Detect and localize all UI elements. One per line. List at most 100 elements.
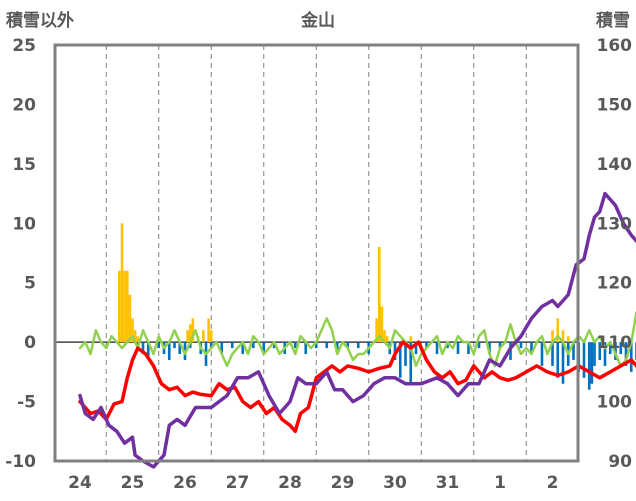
- precipitation-bar: [385, 336, 389, 343]
- snow_change-bar: [519, 342, 523, 349]
- left-tick-label: 15: [12, 155, 36, 175]
- snow_change-bar: [488, 342, 491, 355]
- snow_change-bar: [572, 342, 575, 360]
- x-tick-label: 30: [383, 473, 407, 493]
- snow_change-bar: [272, 342, 276, 349]
- x-tick-label: 24: [68, 473, 92, 493]
- x-tick-label: 26: [173, 473, 197, 493]
- lines-layer: [78, 191, 636, 469]
- snow_change-bar: [167, 342, 171, 360]
- x-tick-label: 29: [331, 473, 355, 493]
- snow_change-bar: [220, 342, 224, 355]
- snow_change-bar: [178, 342, 182, 355]
- snow_change-bar: [582, 342, 586, 378]
- snow_change-bar: [498, 342, 502, 349]
- snow_change-bar: [414, 342, 418, 355]
- x-tick-labels: 24 25 26 27 28 29 30 31 1 2: [68, 473, 558, 493]
- precipitation-bar: [118, 270, 121, 343]
- left-tick-label: 25: [12, 36, 36, 56]
- precipitation-bar: [409, 336, 413, 343]
- snow_change-bar: [530, 342, 533, 355]
- wind-line: [78, 311, 636, 368]
- plot-frame: [53, 43, 580, 463]
- snow_change-bar: [624, 342, 628, 366]
- x-tick-label: 1: [494, 473, 506, 493]
- chart-title: 金山: [300, 10, 335, 31]
- right-tick-label: 90: [608, 452, 632, 472]
- precipitation-bar: [202, 330, 205, 343]
- precipitation-bar: [191, 318, 195, 343]
- snow_change-bar: [314, 342, 318, 349]
- precipitation-bar: [186, 330, 189, 343]
- snow_change-bar: [603, 342, 607, 366]
- precipitation-bar: [375, 318, 378, 343]
- precipitation-bar: [551, 330, 554, 343]
- snow_change-bar: [467, 342, 470, 355]
- right-tick-labels: 160 150 140 130 120 110 100 90: [597, 36, 633, 472]
- x-tick-label: 27: [226, 473, 250, 493]
- right-axis-label: 積雪: [596, 10, 630, 31]
- precipitation-bar: [566, 336, 570, 343]
- precipitation-bar: [128, 294, 132, 343]
- snow_change-bar: [157, 342, 161, 349]
- snow_change-bar: [141, 342, 145, 355]
- precipitation-bar: [380, 306, 384, 343]
- left-tick-labels: 25 20 15 10 5 0 -5 -10: [5, 36, 36, 472]
- right-tick-label: 140: [597, 155, 633, 175]
- right-tick-label: 110: [597, 333, 633, 353]
- precipitation-bar: [188, 324, 192, 343]
- snow_change-bar: [346, 342, 350, 349]
- right-tick-label: 160: [597, 36, 633, 56]
- snow_change-bar: [425, 342, 428, 349]
- right-tick-label: 130: [597, 214, 633, 234]
- right-tick-label: 150: [597, 95, 633, 115]
- snow_change-bar: [456, 342, 460, 355]
- snow_change-bar: [629, 342, 633, 372]
- snow_change-bar: [587, 342, 591, 390]
- precipitation-bar: [556, 318, 560, 343]
- snow_change-bar: [230, 342, 234, 349]
- x-tick-label: 25: [121, 473, 145, 493]
- snow_change-bar: [241, 342, 245, 355]
- left-tick-label: 5: [24, 274, 36, 294]
- precipitation-bar: [125, 270, 129, 343]
- right-tick-label: 120: [597, 274, 633, 294]
- precipitation-bar: [209, 330, 213, 343]
- precipitation-bar: [133, 330, 137, 343]
- precipitation-bar: [207, 318, 210, 343]
- snow_change-bar: [251, 342, 255, 349]
- left-tick-label: 0: [24, 333, 36, 353]
- left-axis-label: 積雪以外: [6, 10, 74, 31]
- precipitation-bar: [561, 330, 565, 343]
- snow_change-bar: [435, 342, 439, 355]
- snow_change-bar: [325, 342, 329, 349]
- x-tick-label: 2: [547, 473, 559, 493]
- snow_change-bar: [551, 342, 554, 366]
- left-tick-label: -5: [17, 393, 36, 413]
- precipitation-bar: [377, 247, 381, 343]
- snow_change-bar: [404, 342, 407, 366]
- snow_change-bar: [619, 342, 623, 355]
- precipitation-bar: [136, 336, 140, 343]
- right-tick-label: 100: [597, 393, 633, 413]
- left-tick-label: -10: [5, 452, 36, 472]
- snow_change-bar: [598, 342, 602, 360]
- snow_change-bar: [561, 342, 565, 384]
- snow_change-bar: [304, 342, 308, 355]
- snow_change-bar: [477, 342, 481, 349]
- snow_change-bar: [209, 342, 213, 349]
- snow_change-bar: [556, 342, 560, 378]
- snow_change-bar: [608, 342, 612, 355]
- snow_change-bar: [409, 342, 413, 384]
- x-tick-label: 28: [278, 473, 302, 493]
- snow_change-bar: [173, 342, 176, 349]
- vertical-gridlines: [55, 45, 578, 461]
- snow_change-bar: [146, 342, 150, 357]
- snow_change-bar: [356, 342, 360, 349]
- left-tick-label: 10: [12, 214, 36, 234]
- left-tick-label: 20: [12, 95, 36, 115]
- snow_change-bar: [262, 342, 266, 355]
- x-tick-label: 31: [436, 473, 460, 493]
- snow_change-bar: [293, 342, 297, 349]
